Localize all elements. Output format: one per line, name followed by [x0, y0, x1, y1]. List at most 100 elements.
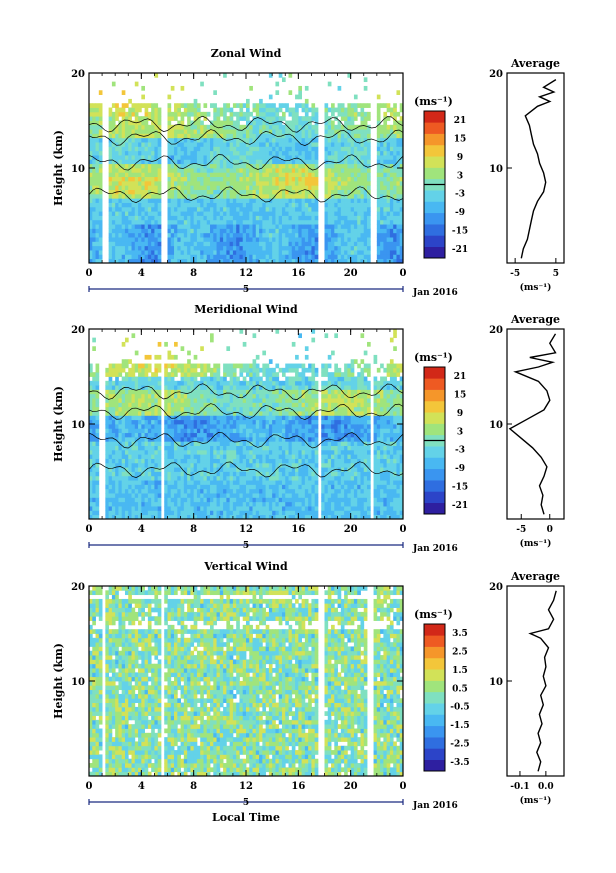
- heatmap-cell: [183, 180, 188, 186]
- heatmap-cell: [242, 185, 247, 190]
- heatmap-cell: [95, 219, 100, 225]
- heatmap-cell: [128, 168, 132, 173]
- heatmap-cell: [380, 159, 384, 165]
- heatmap-cell: [154, 424, 159, 429]
- heatmap-cell: [131, 172, 136, 178]
- heatmap-cell: [154, 432, 159, 438]
- heatmap-cell: [255, 224, 260, 229]
- heatmap-cell: [295, 211, 299, 216]
- heatmap-cell: [190, 107, 195, 113]
- heatmap-cell: [115, 172, 119, 178]
- heatmap-cell: [367, 142, 371, 147]
- heatmap-cell: [151, 202, 155, 208]
- heatmap-cell: [190, 372, 195, 377]
- heatmap-cell: [219, 232, 224, 238]
- heatmap-cell: [360, 237, 365, 242]
- heatmap-cell: [337, 124, 342, 130]
- heatmap-cell: [200, 185, 204, 190]
- heatmap-cell: [239, 372, 244, 377]
- heatmap-cell: [399, 250, 404, 255]
- heatmap-cell: [157, 471, 162, 477]
- heatmap-cell: [141, 441, 145, 446]
- heatmap-cell: [216, 454, 221, 459]
- heatmap-cell: [262, 219, 267, 225]
- heatmap-cell: [363, 103, 368, 108]
- heatmap-cell: [311, 103, 316, 108]
- heatmap-cell: [216, 206, 221, 212]
- heatmap-cell: [115, 219, 119, 225]
- heatmap-cell: [353, 254, 358, 260]
- heatmap-cell: [229, 206, 234, 212]
- heatmap-cell: [213, 367, 217, 373]
- heatmap-cell: [118, 215, 123, 221]
- heatmap-cell: [301, 107, 306, 113]
- heatmap-cell: [281, 198, 286, 203]
- heatmap-cell: [147, 172, 152, 178]
- heatmap-cell: [154, 436, 159, 442]
- heatmap-cell: [236, 454, 240, 459]
- heatmap-cell: [262, 142, 267, 147]
- heatmap-cell: [124, 224, 129, 229]
- heatmap-cell: [259, 232, 263, 238]
- heatmap-cell: [337, 228, 342, 234]
- heatmap-cell: [141, 94, 145, 100]
- heatmap-cell: [187, 350, 191, 356]
- heatmap-cell: [236, 146, 240, 152]
- heatmap-cell: [118, 449, 123, 455]
- heatmap-cell: [118, 501, 123, 507]
- heatmap-cell: [151, 254, 155, 260]
- heatmap-cell: [223, 219, 227, 225]
- heatmap-cell: [203, 211, 208, 216]
- heatmap-cell: [324, 219, 329, 225]
- heatmap-cell: [174, 215, 178, 221]
- heatmap-cell: [177, 176, 181, 182]
- colorbar-swatch: [424, 235, 445, 247]
- heatmap-cell: [295, 133, 299, 139]
- heatmap-cell: [376, 159, 381, 165]
- heatmap-cell: [229, 441, 234, 446]
- heatmap-cell: [380, 241, 384, 247]
- heatmap-cell: [252, 168, 257, 173]
- heatmap-cell: [183, 258, 188, 264]
- heatmap-cell: [340, 176, 345, 182]
- heatmap-cell: [213, 393, 217, 399]
- heatmap-cell: [89, 506, 93, 511]
- heatmap-cell: [203, 393, 208, 399]
- heatmap-cell: [337, 215, 342, 221]
- heatmap-cell: [206, 363, 211, 369]
- heatmap-cell: [226, 172, 231, 178]
- heatmap-cell: [360, 129, 365, 134]
- heatmap-cell: [193, 250, 198, 255]
- heatmap-cell: [200, 258, 204, 264]
- heatmap-cell: [275, 219, 280, 225]
- heatmap-cell: [291, 150, 296, 156]
- heatmap-cell: [229, 124, 234, 130]
- heatmap-cell: [147, 146, 152, 152]
- heatmap-cell: [92, 206, 96, 212]
- heatmap-cell: [363, 224, 368, 229]
- heatmap-cell: [285, 198, 289, 203]
- heatmap-cell: [331, 107, 335, 113]
- heatmap-cell: [105, 380, 110, 386]
- heatmap-cell: [314, 176, 319, 182]
- heatmap-cell: [115, 206, 119, 212]
- heatmap-cell: [183, 237, 188, 242]
- heatmap-cell: [232, 176, 237, 182]
- heatmap-cell: [219, 480, 224, 485]
- heatmap-cell: [301, 142, 306, 147]
- heatmap-cell: [350, 211, 355, 216]
- heatmap-cell: [229, 402, 234, 408]
- heatmap-cell: [298, 254, 302, 260]
- heatmap-cell: [210, 185, 214, 190]
- heatmap-cell: [347, 189, 352, 195]
- heatmap-cell: [98, 103, 103, 108]
- heatmap-cell: [190, 471, 195, 477]
- heatmap-cell: [206, 198, 211, 203]
- heatmap-cell: [144, 428, 149, 434]
- heatmap-cell: [301, 163, 306, 169]
- heatmap-cell: [177, 211, 181, 216]
- heatmap-cell: [180, 367, 185, 373]
- heatmap-cell: [144, 424, 149, 429]
- heatmap-cell: [275, 168, 280, 173]
- heatmap-cell: [151, 120, 155, 126]
